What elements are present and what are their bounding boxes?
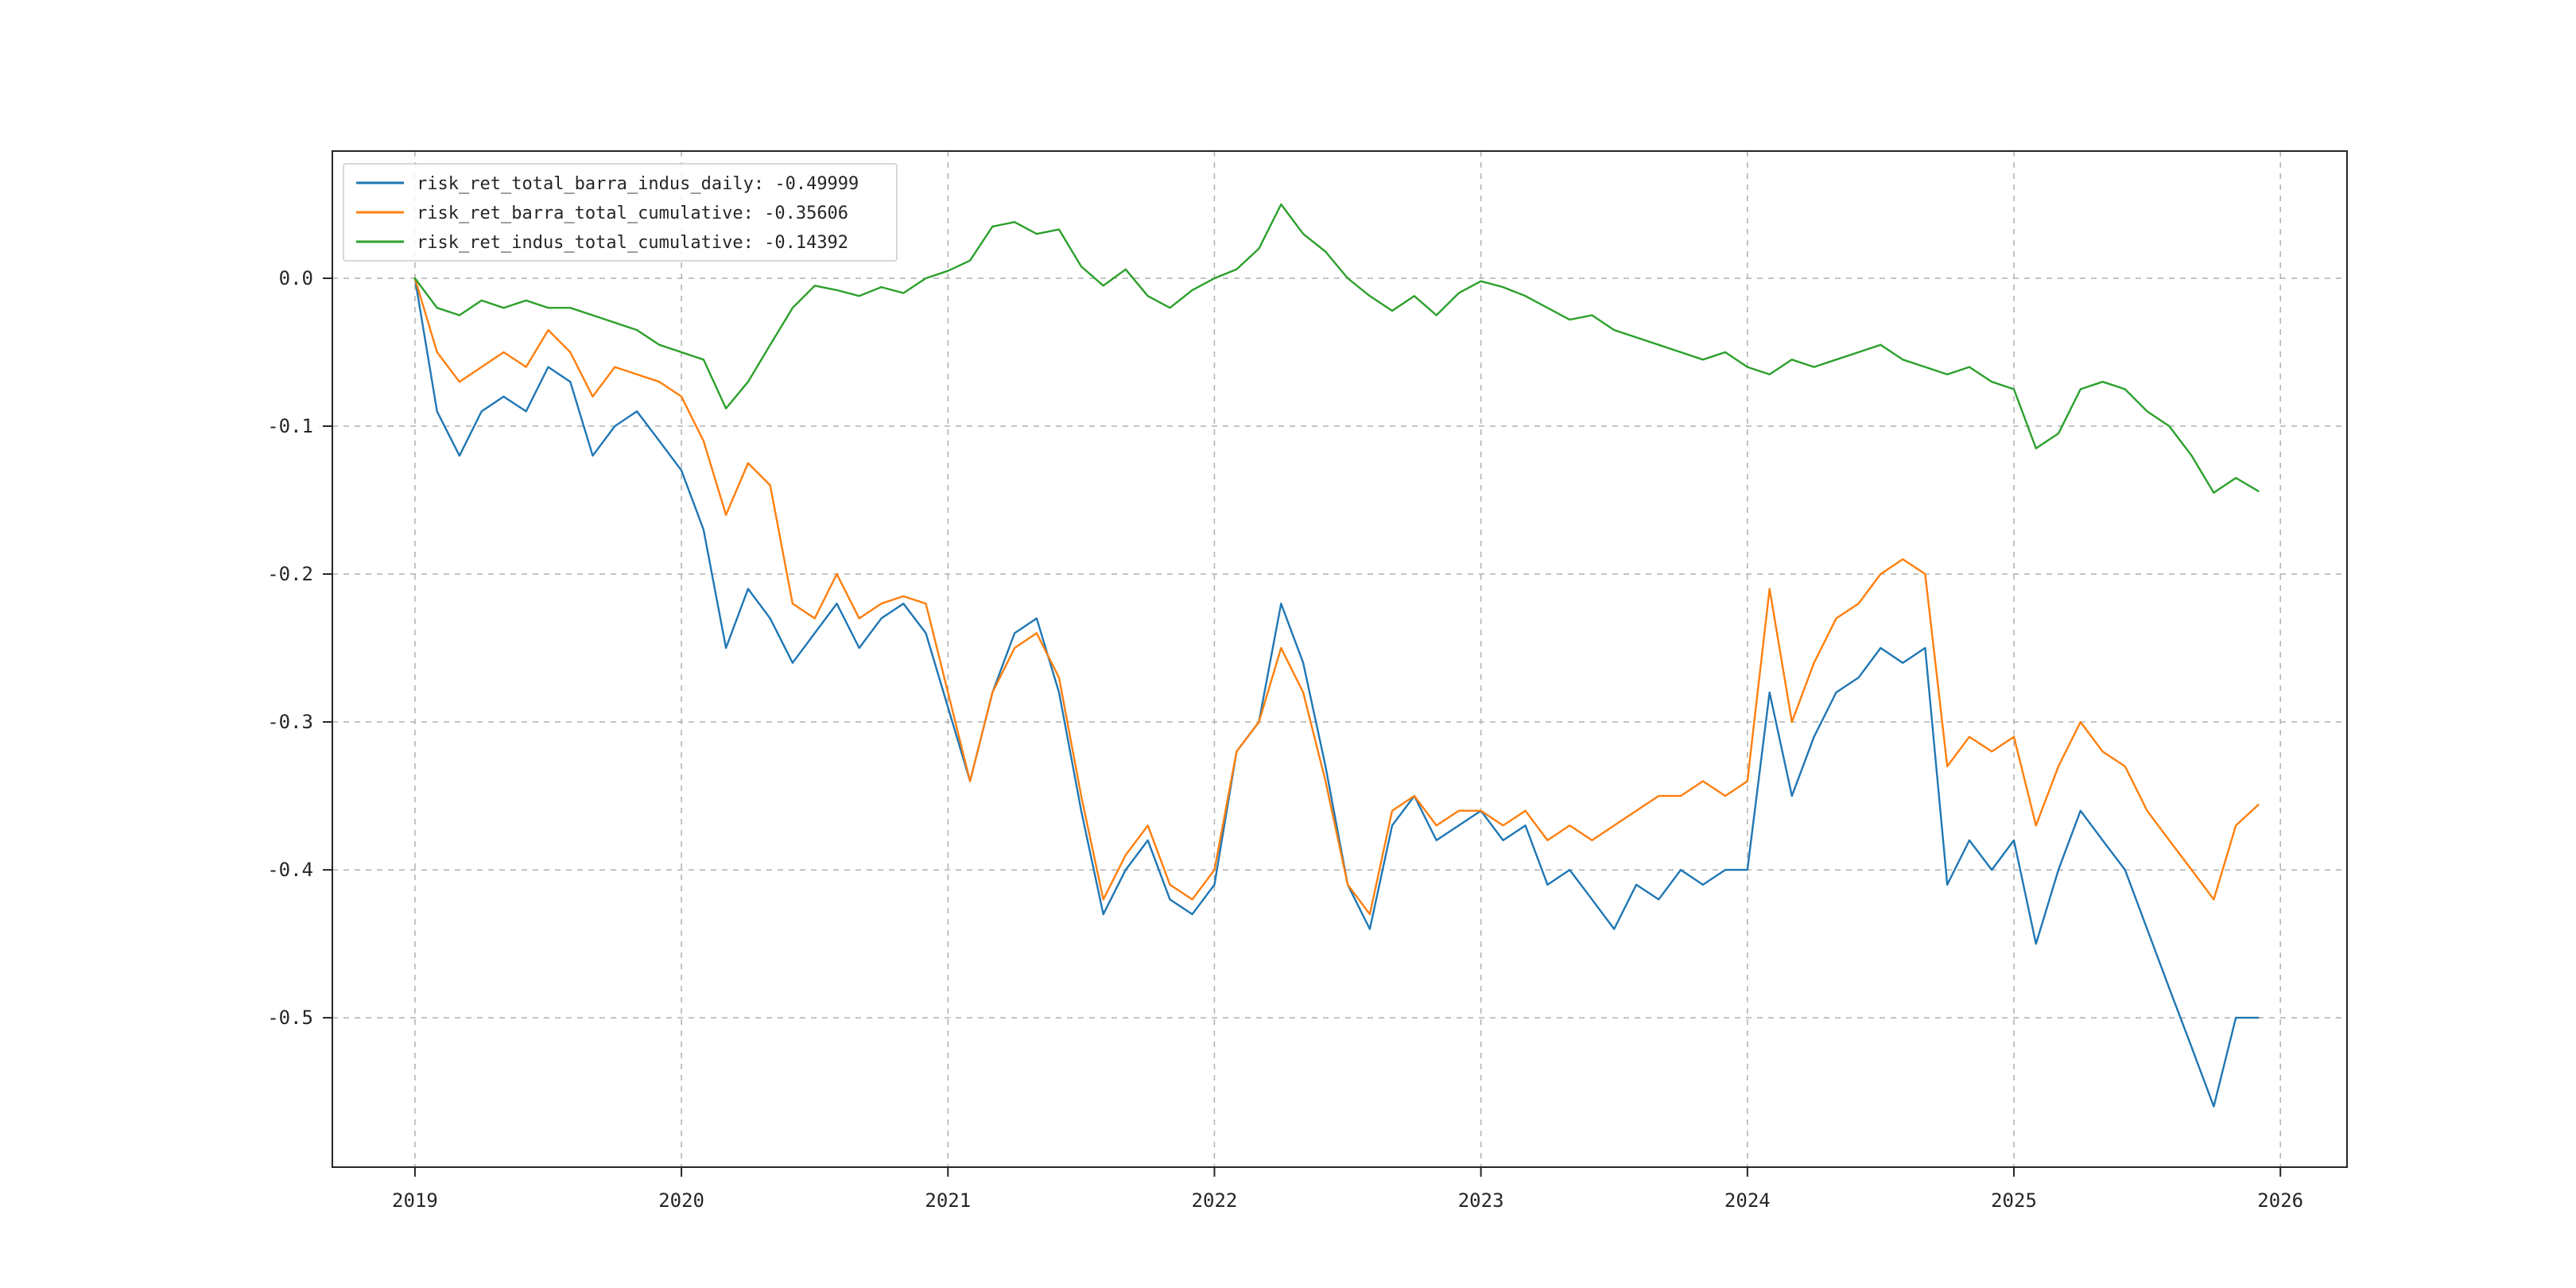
series-line-total-barra-indus-daily	[413, 277, 2260, 1108]
y-tick-label: -0.4	[267, 859, 313, 881]
legend-label-barra-total-cumulative: risk_ret_barra_total_cumulative: -0.3560…	[417, 204, 848, 223]
x-tick-label: 2024	[1724, 1189, 1771, 1212]
series-line-barra-total-cumulative	[413, 277, 2260, 916]
y-tick-label: -0.1	[267, 415, 313, 437]
legend-label-indus-total-cumulative: risk_ret_indus_total_cumulative: -0.1439…	[417, 233, 848, 253]
x-tick-label: 2025	[1991, 1189, 2037, 1212]
x-tick-label: 2019	[392, 1189, 438, 1212]
y-tick-label: 0.0	[279, 267, 313, 289]
y-tick-label: -0.2	[267, 563, 313, 585]
series-line-indus-total-cumulative	[413, 203, 2260, 494]
y-tick-label: -0.5	[267, 1007, 313, 1029]
legend-box	[343, 163, 898, 262]
x-tick-label: 2022	[1192, 1189, 1238, 1212]
axes-frame	[332, 150, 2348, 1168]
x-tick-label: 2023	[1458, 1189, 1504, 1212]
y-tick-label: -0.3	[267, 711, 313, 733]
x-tick-label: 2020	[658, 1189, 704, 1212]
x-tick-label: 2021	[925, 1189, 971, 1212]
legend-label-total-barra-indus-daily: risk_ret_total_barra_indus_daily: -0.499…	[417, 174, 859, 194]
x-tick-label: 2026	[2257, 1189, 2303, 1212]
